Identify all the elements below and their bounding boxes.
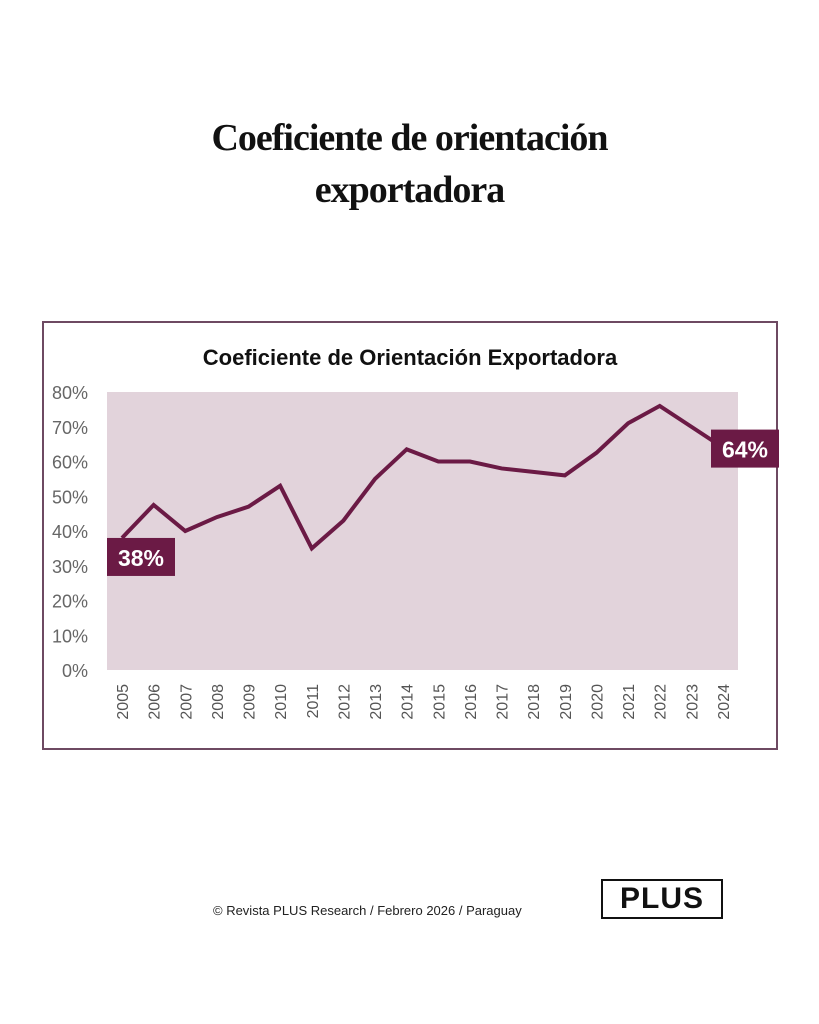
x-tick-label: 2016 — [463, 684, 480, 720]
y-tick-label: 50% — [52, 487, 88, 507]
x-tick-label: 2019 — [558, 684, 575, 720]
y-tick-label: 20% — [52, 592, 88, 612]
x-tick-label: 2021 — [621, 684, 638, 720]
y-tick-label: 60% — [52, 453, 88, 473]
y-tick-label: 30% — [52, 557, 88, 577]
series-line — [120, 403, 725, 552]
x-tick-label: 2017 — [495, 684, 512, 720]
x-tick-label: 2008 — [210, 684, 227, 720]
x-tick-label: 2023 — [684, 684, 701, 720]
data-label-box — [107, 537, 175, 576]
x-tick-label: 2018 — [526, 684, 543, 720]
x-tick-label: 2005 — [115, 684, 132, 720]
x-tick-label: 2022 — [653, 684, 670, 720]
x-tick-label: 2011 — [305, 684, 322, 719]
x-tick-label: 2007 — [178, 684, 195, 720]
y-tick-label: 10% — [52, 626, 88, 646]
x-tick-label: 2013 — [368, 684, 385, 720]
headline-line-1: Coeficiente de orientación — [211, 117, 608, 159]
y-tick-label: 0% — [62, 661, 88, 681]
y-tick-label: 70% — [52, 418, 88, 438]
data-label: 64% — [722, 437, 768, 463]
x-tick-label: 2010 — [273, 684, 290, 720]
x-tick-label: 2014 — [400, 684, 417, 720]
headline-line-2: exportadora — [314, 169, 506, 211]
x-tick-label: 2009 — [242, 684, 259, 720]
x-tick-label: 2012 — [336, 684, 353, 720]
x-tick-label: 2015 — [431, 684, 448, 720]
y-tick-label: 80% — [52, 383, 88, 403]
plus-logo: PLUS — [601, 879, 723, 919]
chart-frame — [42, 321, 778, 750]
plot-area — [107, 392, 738, 670]
x-tick-label: 2024 — [716, 684, 733, 720]
data-label: 38% — [118, 545, 164, 571]
data-label-box — [711, 429, 779, 468]
y-tick-label: 40% — [52, 522, 88, 542]
footer-credit: © Revista PLUS Research / Febrero 2026 /… — [213, 903, 522, 918]
x-tick-label: 2020 — [589, 684, 606, 720]
x-tick-label: 2006 — [147, 684, 164, 720]
chart-title: Coeficiente de Orientación Exportadora — [203, 345, 618, 370]
headline: Coeficiente de orientación exportadora — [0, 112, 819, 216]
